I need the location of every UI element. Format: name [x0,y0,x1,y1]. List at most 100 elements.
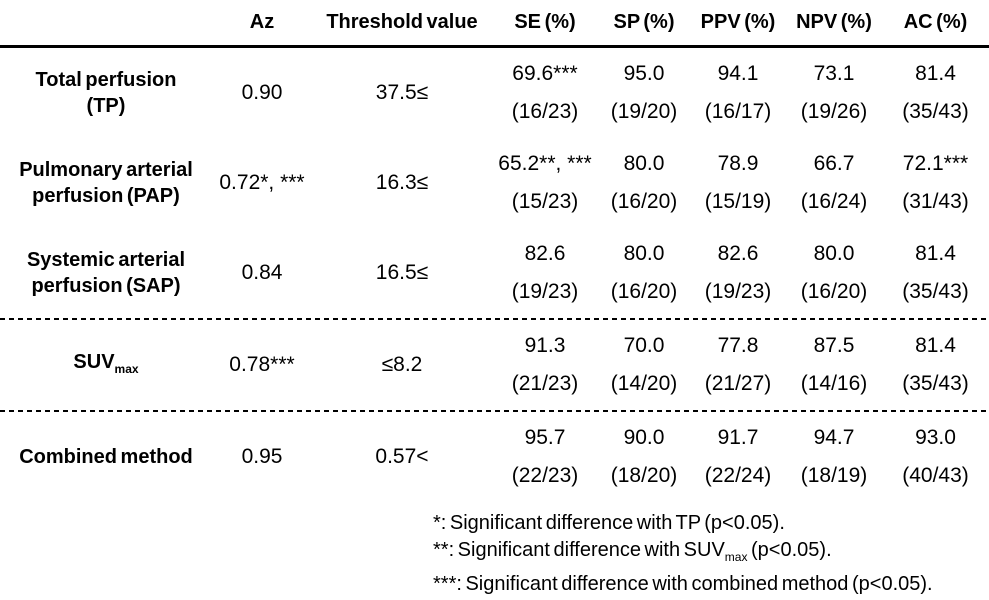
ppv-fraction: (22/24) [704,464,772,487]
ac-percent-value: 72.1*** [902,152,969,175]
ac-fraction: (35/43) [902,372,969,395]
npv-percent-value: 87.5 [813,334,855,357]
footnote-2-subscript: max [724,550,748,564]
npv-cell: 80.0 (16/20) [786,228,882,318]
sp-cell: 90.0 (18/20) [598,412,690,502]
sp-cell: 95.0 (19/20) [598,48,690,138]
az-value: 0.78*** [229,353,295,376]
ppv-percent-value: 82.6 [717,242,759,265]
se-cell: 95.7 (22/23) [492,412,598,502]
row-label-line2: perfusion (SAP) [31,275,181,297]
sp-percent-value: 95.0 [623,62,665,85]
ac-cell: 93.0 (40/43) [882,412,989,502]
ppv-fraction: (19/23) [704,280,772,303]
ac-percent-value: 93.0 [915,426,956,449]
ac-cell: 72.1*** (31/43) [882,138,989,228]
sp-fraction: (16/20) [610,190,678,213]
row-label: Pulmonary arterial perfusion (PAP) [0,138,212,228]
se-percent-value: 65.2**, *** [498,152,592,175]
ppv-percent-value: 78.9 [717,152,759,175]
ac-fraction: (31/43) [902,190,969,213]
threshold-value: 37.5≤ [375,81,429,104]
npv-cell: 94.7 (18/19) [786,412,882,502]
threshold-value: 16.3≤ [375,171,429,194]
threshold-value: 0.57< [375,445,429,468]
suvmax-label: SUVmax [73,349,138,382]
dashed-separator-1 [0,318,989,320]
row-label: Combined method [0,412,212,502]
threshold-value: ≤8.2 [381,353,423,376]
ac-percent-value: 81.4 [915,242,956,265]
ppv-percent-value: 91.7 [717,426,759,449]
sp-fraction: (18/20) [610,464,678,487]
se-fraction: (19/23) [511,280,579,303]
col-header-ppv: PPV (%) [700,11,776,33]
ppv-cell: 82.6 (19/23) [690,228,786,318]
row-label: Total perfusion (TP) [0,48,212,138]
se-percent-value: 69.6*** [512,62,578,85]
se-cell: 91.3 (21/23) [492,320,598,410]
table-row-combined: Combined method 0.95 0.57< 95.7 (22/23) … [0,412,989,502]
row-label-line1: Systemic arterial [26,249,186,271]
table-row-tp: Total perfusion (TP) 0.90 37.5≤ 69.6*** … [0,48,989,138]
ac-fraction: (40/43) [902,464,969,487]
npv-fraction: (16/24) [800,190,868,213]
col-header-sp: SP (%) [613,11,675,33]
ppv-cell: 77.8 (21/27) [690,320,786,410]
se-percent-value: 91.3 [524,334,566,357]
sp-percent-value: 70.0 [623,334,665,357]
az-value: 0.95 [241,445,283,468]
col-header-ac: AC (%) [903,11,968,33]
sp-fraction: (19/20) [610,100,678,123]
ppv-fraction: (16/17) [704,100,772,123]
ppv-cell: 91.7 (22/24) [690,412,786,502]
az-value: 0.72*, *** [219,171,305,194]
ac-cell: 81.4 (35/43) [882,320,989,410]
se-fraction: (15/23) [511,190,579,213]
se-cell: 65.2**, *** (15/23) [492,138,598,228]
col-header-npv: NPV (%) [796,11,872,33]
sp-percent-value: 80.0 [623,152,665,175]
npv-cell: 73.1 (19/26) [786,48,882,138]
az-value: 0.90 [241,81,283,104]
ac-fraction: (35/43) [902,280,969,303]
row-label: SUVmax [0,320,212,410]
sp-fraction: (14/20) [610,372,678,395]
se-cell: 69.6*** (16/23) [492,48,598,138]
npv-percent-value: 73.1 [813,62,855,85]
footnote-3: ***: Significant difference with combine… [433,573,933,595]
row-label-line1: Pulmonary arterial [19,159,193,181]
footnote-1: *: Significant difference with TP (p<0.0… [433,512,785,534]
sp-percent-value: 80.0 [623,242,665,265]
ac-percent-value: 81.4 [915,62,956,85]
header-rule [0,45,989,48]
footnote-2-prefix: **: Significant difference with SUV [433,539,725,561]
suvmax-label-main: SUV [73,350,115,373]
row-label-line1: Total perfusion [35,69,177,91]
npv-fraction: (18/19) [800,464,868,487]
table-row-pap: Pulmonary arterial perfusion (PAP) 0.72*… [0,138,989,228]
ppv-fraction: (15/19) [704,190,772,213]
col-header-threshold: Threshold value [326,11,478,33]
sp-cell: 80.0 (16/20) [598,138,690,228]
npv-fraction: (16/20) [800,280,868,303]
ppv-percent-value: 94.1 [717,62,759,85]
ac-percent-value: 81.4 [915,334,956,357]
az-value: 0.84 [241,261,283,284]
row-label: Systemic arterial perfusion (SAP) [0,228,212,318]
footnotes: *: Significant difference with TP (p<0.0… [0,510,989,598]
dashed-separator-2 [0,410,989,412]
sp-fraction: (16/20) [610,280,678,303]
ppv-percent-value: 77.8 [717,334,759,357]
npv-percent-value: 66.7 [813,152,855,175]
row-label-line2: perfusion (PAP) [32,185,180,207]
npv-cell: 87.5 (14/16) [786,320,882,410]
row-label-line1: Combined method [19,446,193,468]
row-label-line2: (TP) [86,95,126,117]
se-percent-value: 95.7 [524,426,566,449]
ppv-cell: 94.1 (16/17) [690,48,786,138]
threshold-value: 16.5≤ [375,261,429,284]
npv-percent-value: 80.0 [813,242,855,265]
se-fraction: (21/23) [511,372,579,395]
